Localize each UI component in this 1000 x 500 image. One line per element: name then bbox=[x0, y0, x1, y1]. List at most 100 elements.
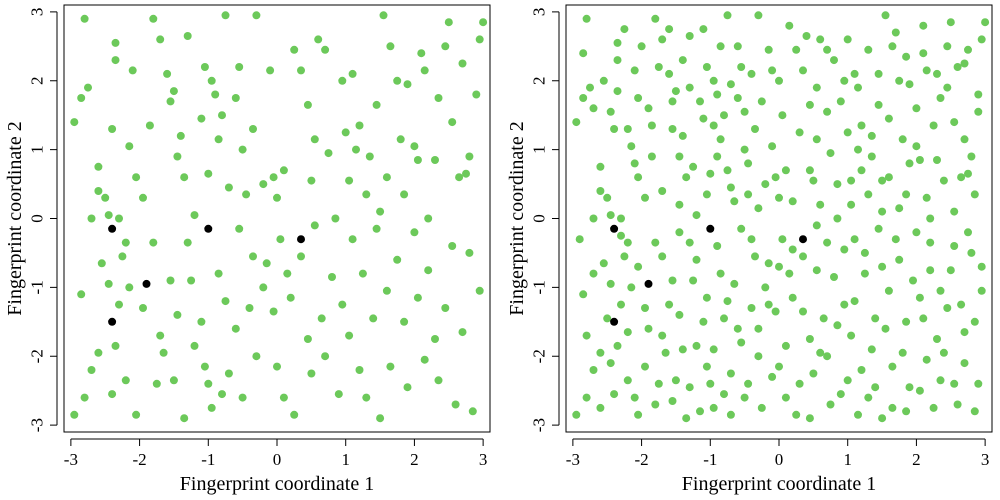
scatter-point bbox=[321, 352, 330, 361]
scatter-point bbox=[111, 38, 120, 47]
scatter-point bbox=[881, 324, 890, 333]
scatter-point bbox=[898, 135, 907, 144]
scatter-point bbox=[768, 372, 777, 381]
scatter-point bbox=[434, 94, 443, 102]
series-1 bbox=[70, 11, 488, 423]
scatter-point bbox=[895, 76, 904, 85]
scatter-point bbox=[802, 32, 811, 40]
scatter-point bbox=[799, 66, 807, 75]
scatter-point bbox=[252, 352, 261, 361]
scatter-point bbox=[702, 362, 711, 371]
scatter-point bbox=[211, 90, 220, 99]
y-tick-label: -2 bbox=[530, 349, 549, 363]
scatter-point bbox=[726, 410, 735, 419]
scatter-point bbox=[207, 76, 216, 85]
scatter-point bbox=[737, 338, 746, 347]
scatter-point bbox=[723, 297, 732, 306]
scatter-point bbox=[730, 197, 739, 206]
scatter-point bbox=[235, 63, 244, 71]
scatter-point bbox=[737, 224, 746, 233]
scatter-point bbox=[847, 200, 856, 209]
scatter-point bbox=[382, 286, 391, 295]
scatter-point bbox=[696, 97, 704, 106]
scatter-point bbox=[850, 69, 859, 78]
scatter-point bbox=[290, 45, 299, 54]
scatter-point bbox=[757, 97, 766, 106]
scatter-point bbox=[826, 400, 835, 409]
scatter-point bbox=[77, 290, 86, 299]
scatter-point bbox=[610, 317, 619, 326]
scatter-point bbox=[826, 149, 835, 158]
scatter-point bbox=[799, 252, 807, 261]
y-tick-label: 0 bbox=[530, 214, 549, 223]
scatter-point bbox=[630, 66, 639, 75]
scatter-point bbox=[970, 407, 979, 416]
scatter-point bbox=[403, 383, 412, 392]
scatter-point bbox=[610, 390, 619, 399]
x-tick-label: 1 bbox=[843, 450, 852, 469]
scatter-point bbox=[809, 369, 818, 378]
scatter-point bbox=[757, 403, 766, 412]
scatter-point bbox=[166, 276, 175, 285]
scatter-point bbox=[847, 176, 856, 185]
scatter-point bbox=[737, 63, 746, 71]
scatter-point bbox=[764, 259, 773, 268]
scatter-point bbox=[224, 183, 233, 192]
scatter-point bbox=[606, 279, 615, 288]
scatter-point bbox=[713, 90, 722, 99]
scatter-point bbox=[926, 214, 935, 223]
scatter-point bbox=[403, 80, 412, 89]
scatter-point bbox=[867, 131, 876, 140]
scatter-point bbox=[393, 76, 402, 85]
scatter-point bbox=[781, 393, 790, 402]
scatter-point bbox=[331, 214, 340, 223]
scatter-point bbox=[857, 166, 866, 175]
scatter-point bbox=[836, 390, 845, 399]
scatter-point bbox=[960, 59, 969, 68]
scatter-point bbox=[730, 279, 739, 288]
scatter-point bbox=[864, 45, 873, 54]
scatter-point bbox=[214, 269, 223, 278]
scatter-point bbox=[173, 310, 182, 319]
scatter-point bbox=[606, 211, 615, 220]
scatter-point bbox=[579, 290, 588, 299]
scatter-point bbox=[345, 176, 354, 185]
y-tick-label: -2 bbox=[28, 349, 47, 363]
scatter-point bbox=[792, 45, 801, 54]
scatter-point bbox=[665, 69, 674, 78]
scatter-point bbox=[603, 193, 612, 202]
scatter-point bbox=[685, 32, 694, 40]
scatter-point bbox=[805, 166, 814, 175]
scatter-point bbox=[472, 90, 481, 99]
scatter-point bbox=[654, 379, 663, 388]
scatter-point bbox=[365, 152, 374, 161]
scatter-point bbox=[929, 121, 938, 130]
scatter-point bbox=[321, 45, 330, 54]
scatter-point bbox=[699, 25, 708, 34]
scatter-point bbox=[111, 341, 120, 350]
y-axis-title: Fingerprint coordinate 2 bbox=[4, 121, 26, 315]
scatter-point bbox=[156, 331, 165, 340]
scatter-point bbox=[338, 76, 347, 85]
scatter-point bbox=[799, 235, 807, 244]
scatter-point bbox=[596, 187, 605, 195]
scatter-point bbox=[183, 238, 192, 247]
scatter-point bbox=[723, 166, 732, 175]
x-tick-label: 2 bbox=[912, 450, 921, 469]
x-tick-label: -3 bbox=[566, 450, 580, 469]
scatter-point bbox=[238, 145, 247, 154]
scatter-point bbox=[833, 180, 842, 189]
scatter-point bbox=[94, 162, 103, 171]
scatter-point bbox=[733, 324, 742, 333]
scatter-point bbox=[668, 125, 677, 133]
scatter-point bbox=[943, 304, 952, 312]
scatter-point bbox=[751, 125, 759, 133]
scatter-point bbox=[795, 379, 804, 388]
scatter-point bbox=[111, 56, 120, 65]
scatter-point bbox=[462, 169, 470, 178]
scatter-point bbox=[895, 255, 904, 264]
scatter-point bbox=[675, 200, 684, 209]
scatter-point bbox=[768, 66, 777, 75]
scatter-point bbox=[369, 314, 378, 323]
scatter-point bbox=[867, 345, 876, 354]
